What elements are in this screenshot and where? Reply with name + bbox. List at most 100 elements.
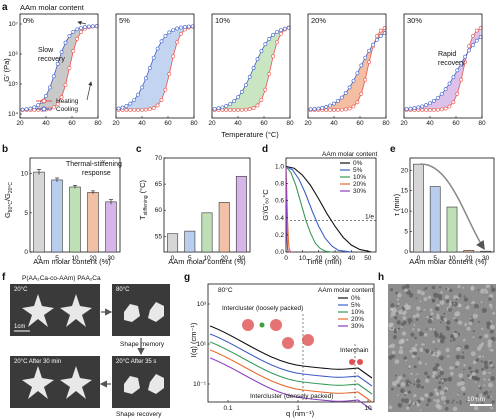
tem-texture-dot [400, 338, 404, 343]
ytick-label: 55 [155, 233, 163, 240]
heating-point [355, 100, 360, 105]
tem-texture-dot [490, 364, 494, 368]
tem-texture-dot [457, 293, 462, 298]
tem-texture-dot [439, 321, 442, 324]
tem-texture-dot [440, 291, 443, 294]
tem-texture-dot [449, 288, 453, 293]
panel-e-chart: 0 5 10 20 30 0 5 10 15 20 [401, 157, 495, 262]
tem-texture-dot [419, 347, 424, 352]
slow-recovery-line1: Slow [38, 47, 54, 54]
tem-texture-dot [489, 329, 494, 334]
heating-point [339, 107, 344, 112]
tem-texture-dot [445, 399, 450, 404]
heating-point [324, 108, 329, 112]
heating-point [259, 98, 264, 102]
tem-texture-dot [397, 292, 402, 298]
tem-texture-dot [391, 350, 396, 355]
legend-label: 20% [351, 316, 364, 323]
ytick-label: 10⁷ [8, 21, 18, 28]
tem-texture-dot [401, 312, 403, 315]
cooling-point [259, 49, 264, 53]
tem-texture-dot [458, 373, 464, 378]
cooling-point [332, 101, 336, 106]
panel-a-xlabel: Temperature (°C) [221, 130, 279, 139]
heating-point [171, 54, 176, 59]
tem-texture-dot [439, 390, 445, 396]
heating-point [55, 102, 60, 106]
tem-texture-dot [436, 313, 439, 316]
heating-point [363, 77, 368, 82]
tem-texture-dot [427, 295, 432, 299]
tem-texture-dot [412, 401, 415, 405]
cooling-point [224, 104, 229, 108]
tem-texture-dot [439, 338, 445, 344]
cooling-point [275, 30, 279, 34]
cooling-point [159, 39, 164, 44]
series-20% [209, 349, 373, 403]
hysteresis-fill-1 [118, 26, 193, 110]
ytick-label: 10⁵ [8, 81, 18, 88]
tem-texture-dot [452, 399, 455, 402]
tem-texture-dot [463, 295, 466, 298]
tem-texture-dot [412, 315, 416, 318]
xtick-label: 20 [315, 255, 323, 262]
rapid-recovery-line2: recovery [438, 60, 465, 67]
tem-texture-dot [483, 333, 489, 339]
cooling-point [51, 74, 56, 79]
heating-point [143, 107, 148, 112]
heating-point [455, 91, 460, 96]
ytick-label: 20 [401, 167, 409, 174]
panel-a-ylabel: G' (Pa) [2, 58, 11, 82]
tem-texture-dot [433, 328, 435, 331]
tem-texture-dot [419, 331, 424, 337]
tem-texture-dot [478, 355, 482, 358]
tem-texture-dot [456, 382, 462, 387]
heating-point [443, 106, 448, 111]
heating-point [263, 87, 268, 92]
tem-texture-dot [466, 326, 471, 331]
cooling-point [116, 106, 121, 111]
panel-b-annotation-2: response [82, 170, 111, 177]
tem-texture-dot [416, 403, 420, 407]
tem-texture-dot [455, 366, 458, 369]
tem-texture-dot [410, 372, 413, 376]
heating-arrow [86, 81, 93, 101]
tem-texture-dot [440, 395, 446, 401]
cooling-point [63, 40, 68, 45]
bar-0 [413, 163, 424, 253]
tem-texture-dot [420, 385, 425, 389]
ytick-label: 70 [155, 155, 163, 162]
legend-heating: Heating [56, 98, 79, 105]
tem-texture-dot [422, 343, 425, 346]
xtick-label: 40 [138, 120, 146, 127]
tem-texture-dot [472, 330, 475, 333]
tem-texture-dot [483, 378, 486, 381]
tem-texture-dot [445, 287, 448, 291]
heating-point [463, 60, 468, 64]
tem-texture-dot [481, 367, 484, 371]
tem-texture-dot [421, 343, 424, 346]
tem-texture-dot [452, 406, 458, 412]
ytick-label: 1.0 [275, 164, 284, 171]
trend-arrow [419, 163, 485, 250]
tem-texture-dot [455, 401, 458, 404]
ytick-label: 0.8 [275, 181, 284, 188]
xtick-label: 10 [71, 255, 79, 262]
cooling-arrow [77, 20, 87, 25]
tem-texture-dot [427, 318, 433, 324]
xtick-label: 0 [37, 255, 41, 262]
tem-texture-dot [429, 392, 434, 397]
series-5% [285, 166, 352, 253]
cooling-point [83, 25, 87, 29]
heating-point [155, 103, 160, 108]
tem-texture-dot [390, 327, 394, 330]
tem-texture-dot [434, 306, 440, 312]
legend-label: 0% [351, 295, 361, 302]
tem-texture-dot [447, 376, 453, 382]
tem-texture-dot [457, 320, 463, 325]
photo-label-3: 20°C After 30 min [14, 359, 61, 365]
tem-texture-dot [439, 300, 445, 305]
xtick-label: 60 [68, 120, 76, 127]
tem-texture-dot [484, 290, 489, 295]
